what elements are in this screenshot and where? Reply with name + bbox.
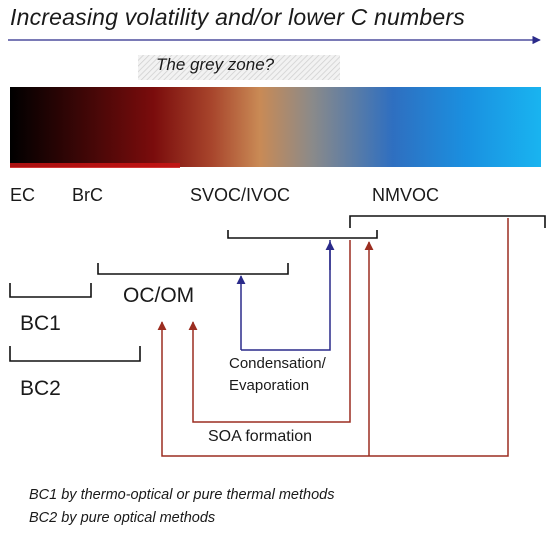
nmvoc-label: NMVOC [372, 185, 439, 205]
soa-formation-label: SOA formation [208, 428, 313, 445]
bc1-bracket [9, 283, 92, 298]
grey-zone-box [138, 55, 340, 80]
bc2-bracket [9, 346, 141, 362]
bc2-method-note: BC2 by pure optical methods [29, 510, 216, 526]
condensation-label: Condensation/ [229, 355, 326, 372]
ec-label: EC [10, 185, 36, 205]
svoc-ivoc-label: SVOC/IVOC [190, 185, 291, 205]
brc-label: BrC [72, 185, 103, 205]
condensation-path [241, 240, 331, 351]
spectrum-red-streak [10, 163, 180, 168]
bc1-method-note: BC1 by thermo-optical or pure thermal me… [29, 487, 335, 503]
oc-om-bracket [97, 263, 289, 275]
evaporation-label: Evaporation [229, 377, 310, 394]
soa-inner-path [188, 240, 351, 423]
spectrum-bar [10, 87, 541, 167]
soa-outer-path [157, 218, 509, 457]
bc2-label: BC2 [20, 377, 61, 400]
grey-zone-label: The grey zone? [156, 55, 275, 74]
nmvoc-bracket [349, 215, 546, 228]
bc1-label: BC1 [20, 312, 61, 335]
oc-om-label: OC/OM [123, 284, 195, 307]
diagram-title: Increasing volatility and/or lower C num… [10, 4, 465, 30]
svoc-ivoc-bracket [227, 230, 378, 239]
